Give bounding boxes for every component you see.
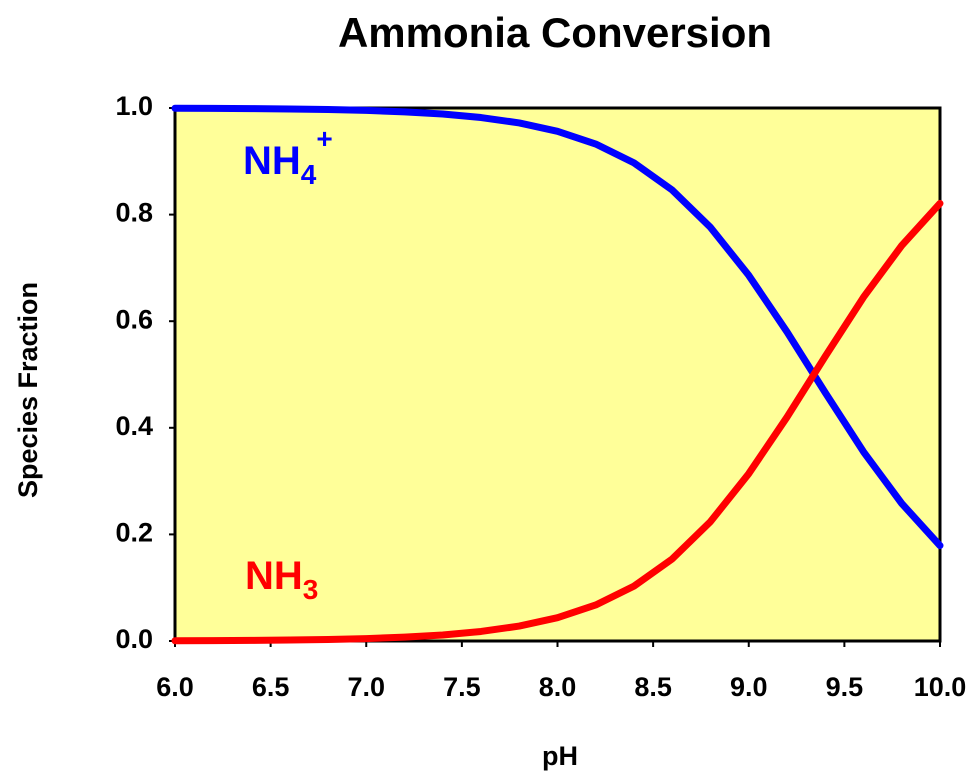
annotation-text: NH: [243, 139, 301, 183]
annotation-text: NH: [245, 554, 303, 598]
y-tick-label: 0.6: [115, 304, 153, 334]
x-tick-label: 7.0: [347, 672, 385, 702]
annotation-superscript: +: [316, 123, 332, 154]
y-tick-label: 0.4: [115, 411, 153, 441]
y-tick-label: 1.0: [115, 91, 153, 121]
x-axis-label: pH: [542, 741, 578, 771]
x-tick-label: 9.5: [826, 672, 864, 702]
y-axis-label: Species Fraction: [13, 282, 43, 498]
chart-title: Ammonia Conversion: [338, 9, 772, 56]
x-tick-label: 9.0: [730, 672, 768, 702]
x-tick-label: 6.5: [252, 672, 290, 702]
annotation-subscript: 4: [301, 159, 317, 190]
x-tick-label: 6.0: [156, 672, 194, 702]
series-annotation: NH3: [245, 554, 318, 606]
series-annotation: NH4 +: [243, 123, 333, 190]
x-tick-label: 8.0: [539, 672, 577, 702]
y-tick-label: 0.2: [115, 518, 153, 548]
x-tick-label: 10.0: [914, 672, 967, 702]
series-line: [171, 199, 944, 645]
x-tick-label: 7.5: [443, 672, 481, 702]
y-tick-label: 0.0: [115, 624, 153, 654]
x-tick-label: 8.5: [634, 672, 672, 702]
y-tick-label: 0.8: [115, 198, 153, 228]
annotation-subscript: 3: [303, 574, 319, 605]
